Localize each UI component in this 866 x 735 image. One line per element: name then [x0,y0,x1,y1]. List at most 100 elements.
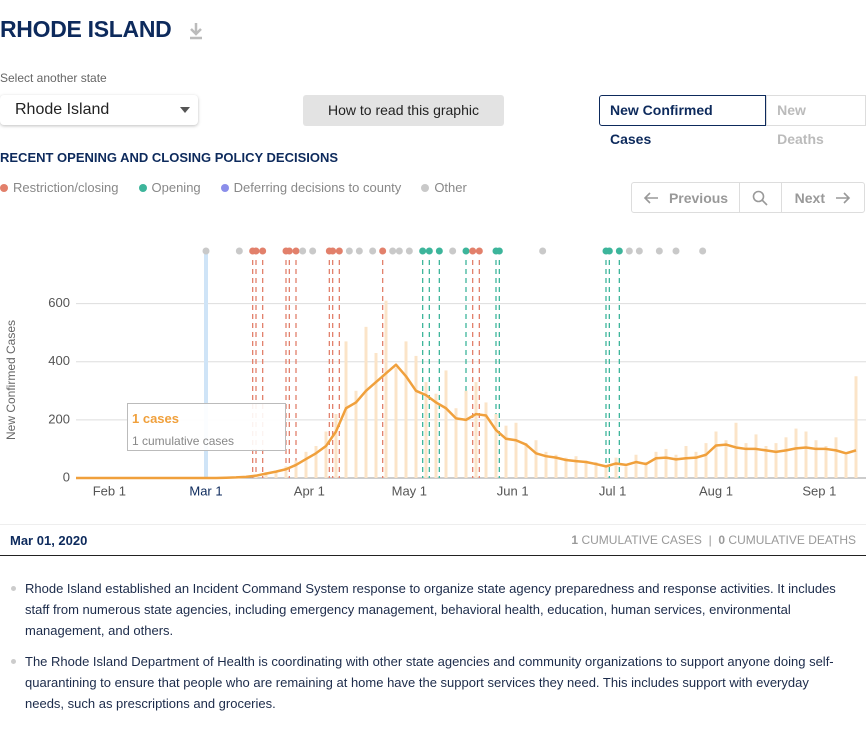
y-axis-label: New Confirmed Cases [4,320,18,440]
cases-count: 1 [571,533,579,547]
deaths-count: 0 [718,533,726,547]
bar [414,355,418,478]
x-tick-label: May 1 [392,483,427,498]
tooltip-subtitle: 1 cumulative cases [132,434,235,448]
bar [724,440,728,478]
tooltip-title: 1 cases [132,411,179,426]
event-dot [235,247,243,255]
caret [180,107,190,113]
event-dot [252,247,260,255]
event-dot [699,247,707,255]
bar [574,456,578,478]
event-nav: Previous Next [631,182,865,213]
event-dot [395,247,403,255]
legend-item[interactable]: Other [421,180,467,195]
state-select[interactable]: Rhode Island [0,95,198,125]
bar [834,437,838,478]
select-value: Rhode Island [15,101,110,118]
tab[interactable]: New Deaths [766,95,866,147]
legend-item[interactable]: Deferring decisions to county [220,180,402,195]
event-dot [329,247,337,255]
y-tick-label: 400 [48,353,70,368]
event-dot [299,247,307,255]
y-tick-label: 600 [48,295,70,310]
bar [404,341,408,478]
bar [754,434,758,478]
bar [634,454,638,478]
event-dot [475,247,483,255]
event-dot [202,247,210,255]
bar [664,448,668,478]
event-dot [615,247,623,255]
event-dot [625,247,633,255]
bar [264,472,268,478]
tab[interactable]: New Confirmed Cases [599,95,767,147]
download-icon[interactable] [188,22,204,40]
tabs: New Confirmed Cases New Deaths [599,95,866,147]
event-dot [435,247,443,255]
legend-dot [0,184,8,192]
event-dot [345,247,353,255]
note: The Rhode Island Department of Health is… [10,651,850,714]
event-dot [539,247,547,255]
bar [294,460,298,478]
previous-button[interactable]: Previous [632,183,741,212]
x-tick-label: Aug 1 [699,483,733,498]
bar [644,462,648,478]
policy-title: RECENT OPENING AND CLOSING POLICY DECISI… [0,150,339,165]
bar [314,446,318,478]
bar [594,462,598,478]
bar [374,353,378,478]
bar [554,454,558,478]
selected-date-band [204,250,208,478]
x-tick-label: Apr 1 [294,483,325,498]
x-tick-label: Feb 1 [93,483,126,498]
bar [674,454,678,478]
legend-dot [421,184,430,192]
bar [844,454,848,478]
bar [774,443,778,478]
search-button[interactable] [740,183,782,212]
bar [504,425,508,478]
bar [524,443,528,478]
event-dot [672,247,680,255]
event-dot [379,247,387,255]
next-label: Next [794,189,826,206]
legend-item[interactable]: Restriction/closing [0,180,119,195]
bar [624,466,628,478]
legend-item[interactable]: Opening [138,180,201,195]
legend-label: Opening [151,180,201,195]
bar [494,414,498,478]
legend-label: Other [434,180,467,195]
separator: | [708,533,712,547]
x-tick-label: Mar 1 [189,483,222,498]
bar [704,443,708,478]
bar [814,440,818,478]
x-tick-label: Jul 1 [599,483,626,498]
help-button[interactable]: How to read this graphic [303,95,504,126]
bar [334,414,338,478]
y-tick-label: 0 [63,469,70,484]
bar [654,451,658,478]
bar [384,300,388,478]
legend-label: Deferring decisions to county [233,180,402,195]
bar [454,408,458,478]
x-tick-label: Sep 1 [802,483,836,498]
bar [304,451,308,478]
bar [354,390,358,478]
search-icon [753,190,768,206]
bar [394,367,398,478]
bar [364,326,368,478]
bar [544,451,548,478]
event-dot [335,247,343,255]
event-dot [449,247,457,255]
event-dot [425,247,433,255]
bar [804,431,808,478]
event-dot [355,247,363,255]
event-dot [389,247,397,255]
x-tick-label: Jun 1 [497,483,529,498]
next-button[interactable]: Next [782,183,864,212]
bar [514,422,518,478]
event-dot [309,247,317,255]
event-dot [292,247,300,255]
